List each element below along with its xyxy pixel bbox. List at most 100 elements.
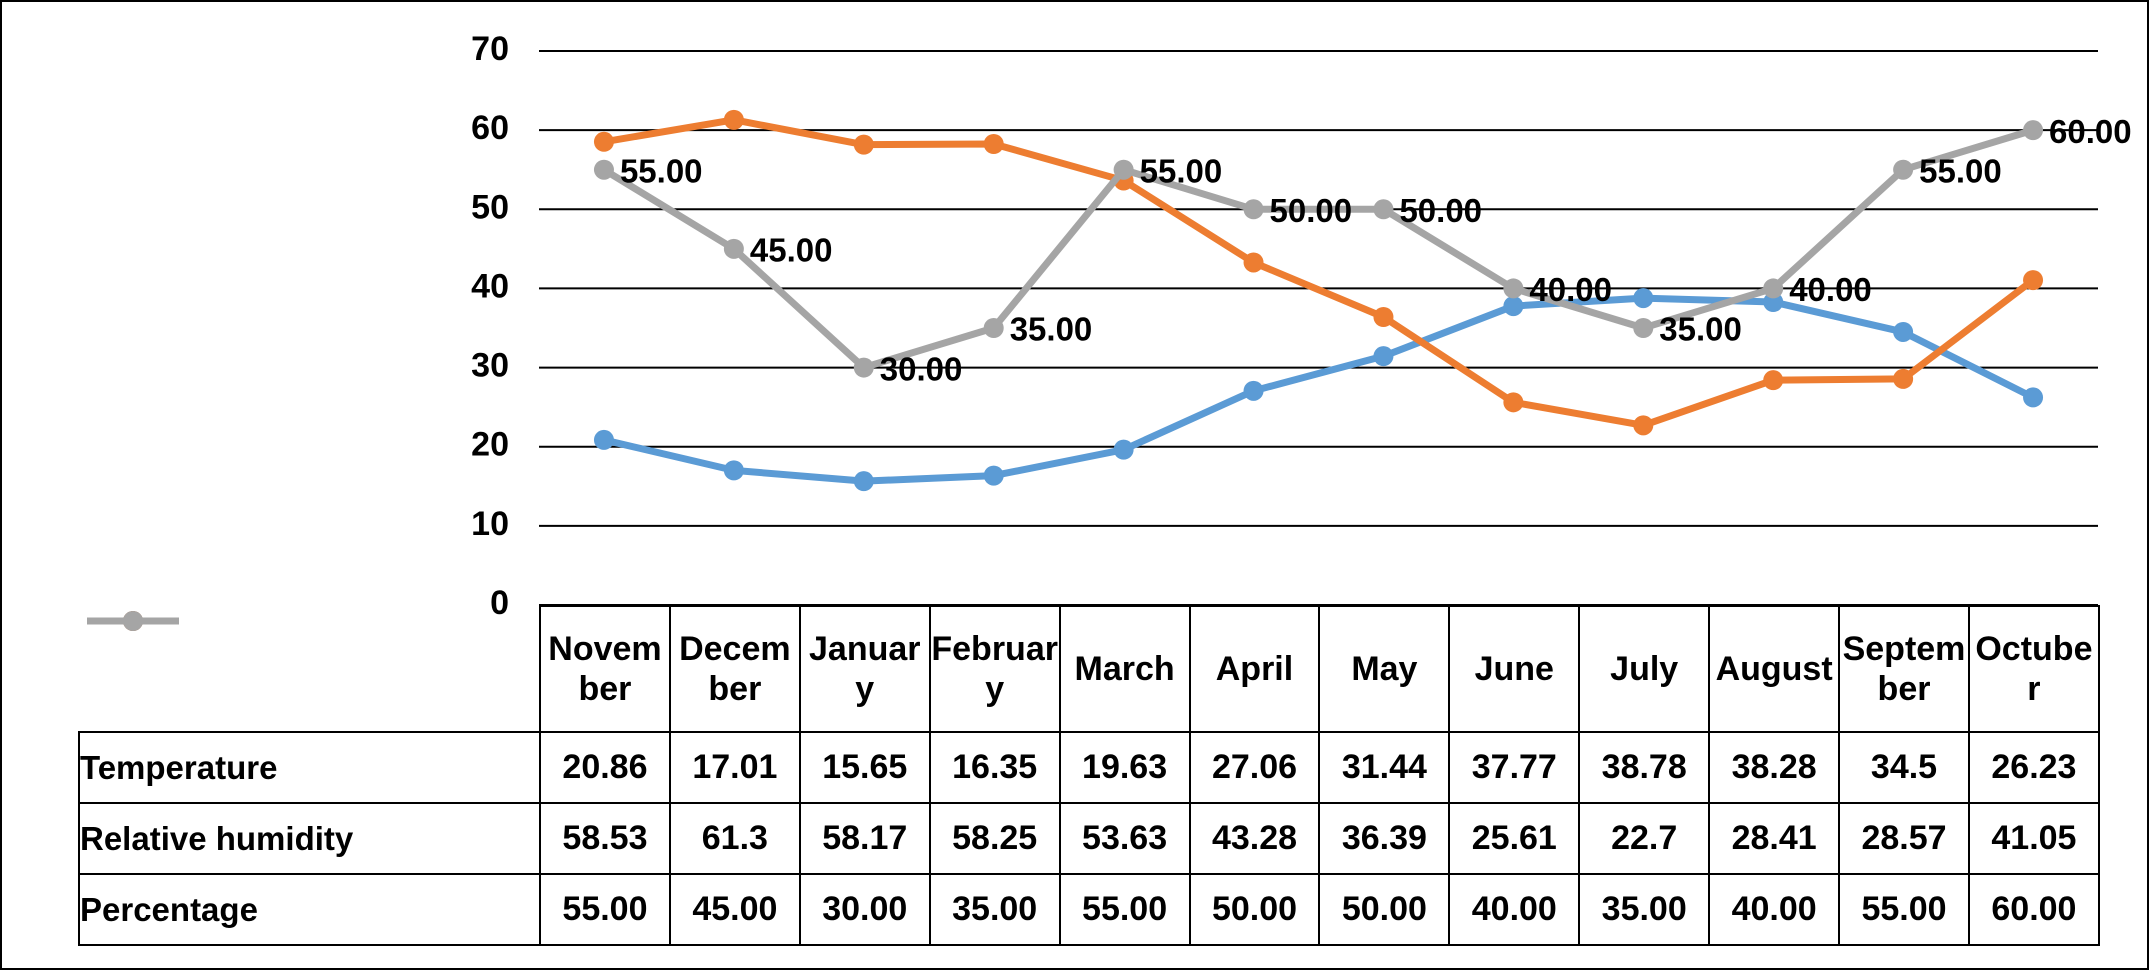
data-label: 45.00 xyxy=(750,232,833,269)
legend-entry: Relative humidity xyxy=(78,611,541,875)
y-tick-label: 40 xyxy=(471,267,509,305)
series-line xyxy=(602,126,2035,372)
data-label: 55.00 xyxy=(1140,152,1223,189)
table-value: 58.53 xyxy=(539,802,671,875)
data-label: 40.00 xyxy=(1789,271,1872,308)
table-value: 37.77 xyxy=(1448,731,1581,804)
table-value: 38.78 xyxy=(1578,731,1711,804)
table-value: 31.44 xyxy=(1318,731,1451,804)
data-point xyxy=(1763,278,1784,299)
table-value: 27.06 xyxy=(1188,731,1321,804)
data-point xyxy=(2023,120,2044,141)
legend-entry: Percentage xyxy=(78,611,541,946)
data-point xyxy=(1243,380,1264,401)
data-point xyxy=(1373,199,1394,220)
legend-entry: Temperature xyxy=(78,611,541,804)
data-point xyxy=(593,159,614,180)
table-value: 25.61 xyxy=(1448,802,1581,875)
table-row: Temperature 20.86 17.01 15.65 16.35 19.63 27.0… xyxy=(78,611,2100,804)
x-tick-label: March xyxy=(1058,605,1191,733)
table-value: 58.25 xyxy=(928,802,1061,875)
data-point xyxy=(1893,321,1914,342)
table-value: 40.00 xyxy=(1448,873,1581,946)
data-point xyxy=(723,109,744,130)
data-point xyxy=(1633,415,1654,436)
table-value: 60.00 xyxy=(1967,873,2100,946)
x-tick-label: August xyxy=(1708,605,1841,733)
legend-label: Relative humidity xyxy=(80,819,354,857)
table-value: 38.28 xyxy=(1708,731,1841,804)
data-point xyxy=(1243,252,1264,273)
data-label: 35.00 xyxy=(1659,311,1742,348)
table-value: 58.17 xyxy=(798,802,931,875)
table-value: 26.23 xyxy=(1967,731,2100,804)
data-label: 35.00 xyxy=(1010,311,1093,348)
table-value: 43.28 xyxy=(1188,802,1321,875)
data-point xyxy=(2023,387,2044,408)
legend-label: Percentage xyxy=(80,890,258,928)
y-tick-label: 10 xyxy=(471,505,509,543)
data-point xyxy=(983,133,1004,154)
x-tick-label: Octuber xyxy=(1967,605,2100,733)
table-value: 28.41 xyxy=(1708,802,1841,875)
y-tick-label: 30 xyxy=(471,347,509,385)
data-point xyxy=(1633,288,1654,309)
data-point xyxy=(1503,392,1524,413)
data-point xyxy=(983,318,1004,338)
data-point xyxy=(853,134,874,155)
data-label: 50.00 xyxy=(1399,192,1482,229)
data-point xyxy=(593,131,614,152)
table-value: 20.86 xyxy=(539,731,671,804)
table-value: 30.00 xyxy=(798,873,931,946)
data-point xyxy=(593,429,614,450)
x-tick-label: May xyxy=(1318,605,1451,733)
data-point xyxy=(853,357,874,378)
table-header-row: November December January February March Apri… xyxy=(79,605,2100,733)
data-point xyxy=(983,465,1004,486)
data-point xyxy=(1503,296,1524,317)
data-point xyxy=(723,460,744,481)
series-line xyxy=(603,116,2036,429)
x-tick-label: April xyxy=(1188,605,1321,733)
table-value: 35.00 xyxy=(928,873,1061,946)
data-label: 55.00 xyxy=(1919,152,2002,189)
table-value: 41.05 xyxy=(1967,802,2100,875)
x-tick-label: November xyxy=(539,605,671,733)
table-value: 55.00 xyxy=(539,873,671,946)
x-tick-label: December xyxy=(668,605,801,733)
series-line xyxy=(603,294,2035,485)
table-value: 19.63 xyxy=(1058,731,1191,804)
data-point xyxy=(1113,439,1134,460)
data-point xyxy=(1633,318,1654,338)
data-label: 40.00 xyxy=(1529,271,1612,308)
data-point xyxy=(1763,370,1784,391)
table-value: 40.00 xyxy=(1708,873,1841,946)
data-point xyxy=(723,238,744,259)
table-value: 55.00 xyxy=(1838,873,1970,946)
table-value: 34.5 xyxy=(1838,731,1970,804)
table-value: 53.63 xyxy=(1058,802,1191,875)
x-tick-label: June xyxy=(1448,605,1581,733)
table-value: 45.00 xyxy=(668,873,801,946)
table-value: 17.01 xyxy=(668,731,801,804)
table-row: Percentage 55.00 45.00 30.00 35.00 55.00 50.00… xyxy=(78,611,2100,946)
legend-label: Temperature xyxy=(80,748,278,786)
data-point xyxy=(1373,306,1394,327)
data-point xyxy=(853,471,874,492)
x-tick-label: January xyxy=(798,605,931,733)
table-value: 61.3 xyxy=(668,802,801,875)
table-value: 50.00 xyxy=(1318,873,1451,946)
table-row: Relative humidity 58.53 61.3 58.17 58.25 53.6… xyxy=(78,611,2100,875)
data-point xyxy=(1893,159,1914,180)
data-point xyxy=(2023,270,2044,291)
y-tick-label: 0 xyxy=(490,584,509,622)
x-tick-label: July xyxy=(1578,605,1711,733)
data-label: 30.00 xyxy=(880,350,963,387)
y-tick-label: 70 xyxy=(471,30,509,68)
y-tick-label: 60 xyxy=(471,109,509,147)
data-label: 55.00 xyxy=(620,152,703,189)
data-label: 50.00 xyxy=(1270,192,1353,229)
